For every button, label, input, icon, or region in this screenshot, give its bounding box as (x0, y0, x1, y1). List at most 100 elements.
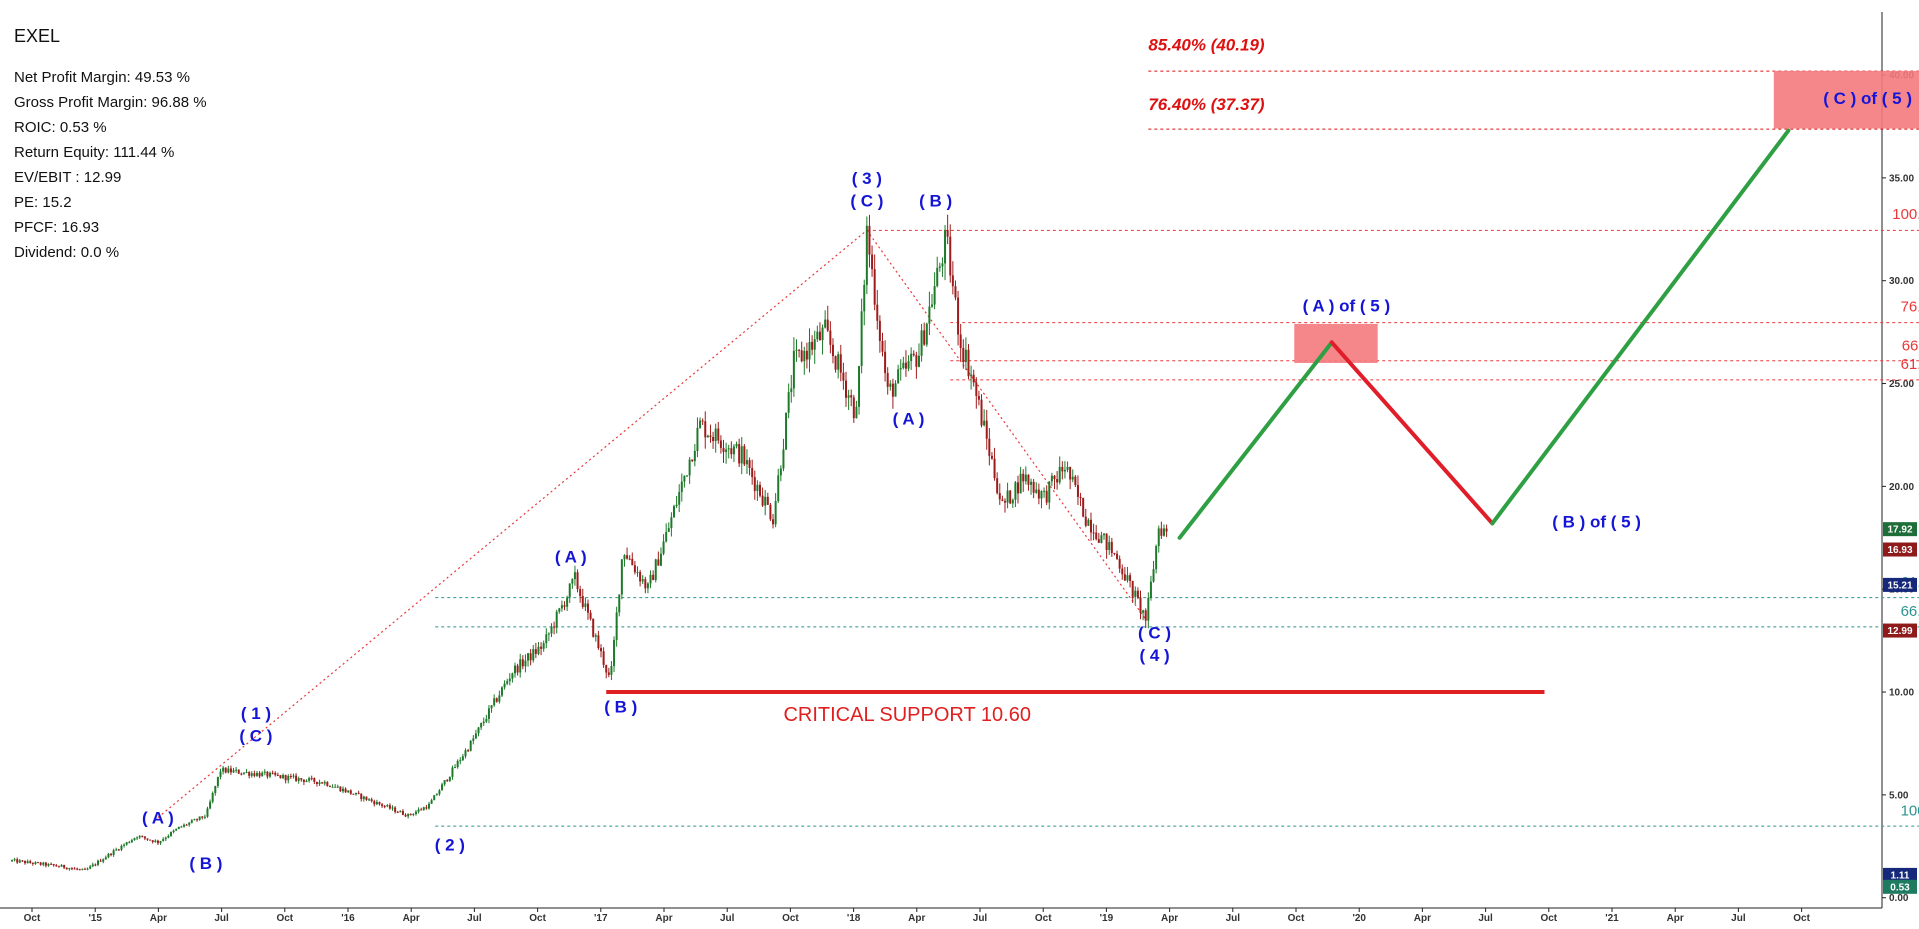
candle-body (128, 842, 131, 844)
candle-body (120, 845, 123, 850)
candle-body (748, 460, 751, 468)
candle-body (891, 383, 894, 397)
candle-body (456, 760, 459, 768)
candle-body (1157, 528, 1160, 547)
candle-body (860, 311, 863, 366)
candle-body (198, 816, 201, 820)
candle-body (310, 778, 313, 780)
metric-label: Dividend (14, 244, 73, 261)
candle-body (550, 626, 553, 634)
candle-body (540, 646, 543, 649)
candle-body (907, 361, 910, 369)
candle-body (626, 555, 629, 559)
candle-body (287, 775, 290, 781)
candle-body (172, 830, 175, 833)
x-tick-label: Jul (1731, 913, 1746, 924)
candle-body (368, 799, 371, 801)
y-tick-label: 20.00 (1889, 482, 1914, 493)
candle-body (183, 824, 186, 827)
candle-body (269, 772, 272, 777)
x-tick-label: '18 (847, 913, 861, 924)
projection-path-group (1177, 128, 1791, 540)
candle-body (1126, 575, 1129, 581)
candle-body (954, 286, 957, 298)
candle-body (1017, 482, 1020, 494)
price-badge (1883, 879, 1917, 894)
candle-body (928, 306, 931, 324)
candle-body (125, 842, 128, 845)
candle-body (258, 772, 261, 777)
metric-label: EV/EBIT (14, 169, 76, 186)
candle-body (297, 778, 300, 781)
candle-body (107, 853, 110, 858)
fib-level-label: 85.40% (40.19) (1148, 35, 1265, 54)
candle-body (873, 269, 876, 305)
candle-body (323, 782, 326, 784)
candle-body (156, 840, 159, 844)
candle-body (18, 860, 21, 863)
support-line-group: CRITICAL SUPPORT 10.60 (606, 690, 1545, 726)
candle-body (1014, 482, 1017, 500)
fib-level-label: 66.70% (13.17) (1901, 603, 1919, 620)
candle-body (1116, 553, 1119, 559)
candle-body (858, 365, 861, 407)
price-badge-label: 17.92 (1887, 525, 1912, 536)
metric-row: Net Profit Margin: 49.53 % (14, 69, 190, 86)
candle-body (594, 635, 597, 637)
candle-body (683, 475, 686, 482)
candle-body (203, 816, 206, 818)
candle-body (1032, 481, 1035, 493)
candle-body (83, 868, 86, 870)
candle-body (977, 395, 980, 400)
candle-body (758, 484, 761, 496)
candle-body (946, 230, 949, 237)
candle-body (597, 635, 600, 649)
x-tick-label: Apr (403, 913, 420, 924)
candle-body (579, 589, 582, 597)
candle-body (355, 792, 358, 795)
candle-body (276, 774, 279, 776)
candle-body (1092, 532, 1095, 534)
fib-level-label: 66.70% (26.11) (1902, 338, 1919, 355)
candle-body (493, 698, 496, 706)
candle-body (422, 807, 425, 810)
candle-body (740, 446, 743, 464)
candle-body (944, 230, 947, 264)
candle-body (261, 772, 264, 777)
candle-body (164, 837, 167, 840)
candle-body (13, 859, 16, 861)
trend-line (157, 229, 868, 818)
candle-body (154, 840, 157, 843)
price-badge-label: 16.93 (1887, 545, 1912, 556)
candle-body (1011, 499, 1014, 504)
candle-body (1165, 528, 1168, 532)
candle-body (31, 862, 34, 864)
candle-body (467, 750, 470, 752)
candle-body (925, 323, 928, 345)
candle-body (349, 790, 352, 794)
candle-body (167, 835, 170, 838)
candle-body (845, 380, 847, 398)
candle-body (623, 555, 626, 560)
candle-body (941, 263, 944, 267)
candle-body (352, 793, 355, 795)
candle-body (404, 814, 407, 817)
metric-row: EV/EBIT : 12.99 (14, 169, 122, 186)
candle-body (547, 633, 550, 635)
candle-body (1001, 499, 1004, 501)
candle-body (970, 374, 973, 377)
candle-body (774, 501, 777, 525)
candle-body (37, 862, 40, 864)
candle-body (461, 756, 464, 761)
candle-body (1123, 574, 1126, 581)
candle-body (834, 356, 837, 370)
candle-body (855, 406, 858, 419)
candle-body (639, 572, 642, 582)
candle-body (850, 395, 853, 398)
target-zone-box (1294, 323, 1378, 363)
candle-body (443, 780, 446, 785)
candle-body (222, 767, 225, 772)
candle-body (401, 810, 404, 815)
x-tick-label: Oct (1035, 913, 1052, 924)
price-badge-label: 0.53 (1890, 882, 1910, 893)
